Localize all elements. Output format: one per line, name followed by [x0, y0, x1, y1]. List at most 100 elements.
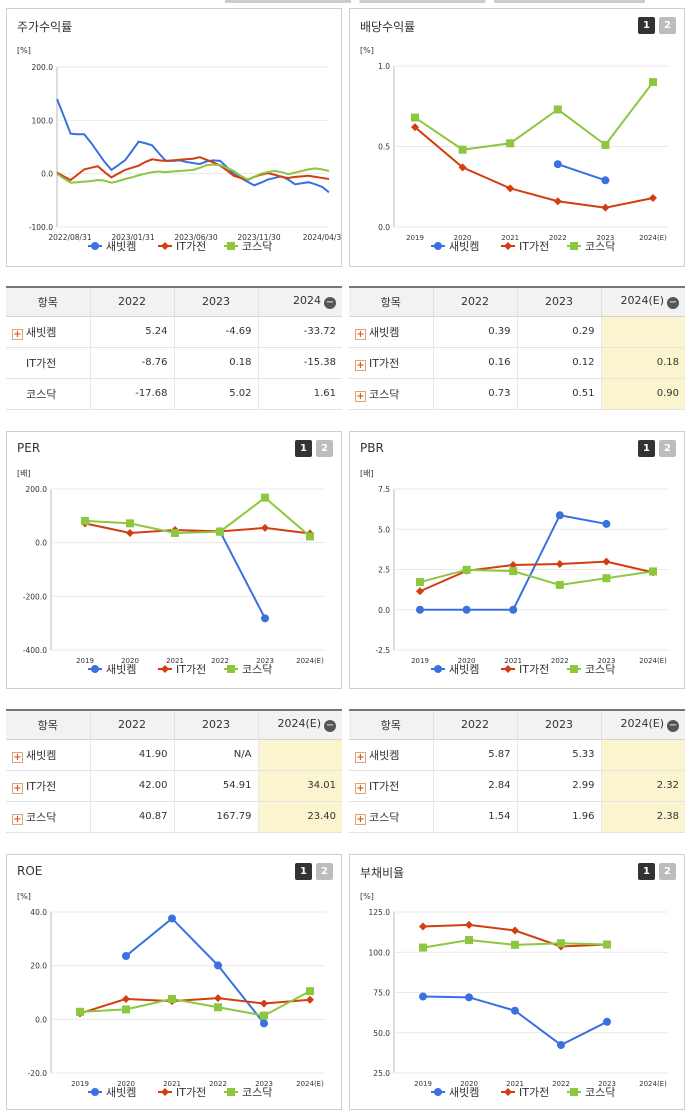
legend-marker: [434, 665, 442, 673]
page-1-button[interactable]: 1: [295, 440, 312, 457]
expand-plus-icon[interactable]: +: [355, 782, 366, 794]
table-cell: [257, 739, 342, 771]
x-tick-label: 2019: [406, 234, 424, 242]
expand-plus-icon[interactable]: +: [355, 813, 366, 825]
data-point-2: [416, 587, 424, 596]
chart-pager: 1 2: [638, 17, 676, 34]
data-point-3: [555, 580, 564, 589]
x-tick-label: 2021: [504, 657, 522, 665]
column-header: 항목: [6, 286, 90, 317]
data-point-1: [465, 993, 473, 1002]
data-point-3: [601, 140, 610, 149]
expand-plus-icon[interactable]: +: [12, 782, 23, 794]
column-header-label: 항목: [37, 295, 58, 309]
data-point-3: [649, 78, 657, 87]
column-header: 2022: [89, 286, 174, 317]
expand-plus-icon[interactable]: +: [12, 813, 23, 825]
page-2-button[interactable]: 2: [659, 863, 676, 880]
series-line-1: [557, 163, 606, 182]
legend-label: IT가전: [176, 240, 206, 253]
table-cell: 0.12: [516, 347, 601, 379]
collapse-minus-icon[interactable]: −: [667, 297, 679, 310]
collapse-minus-icon[interactable]: −: [324, 297, 336, 310]
row-label: 코스닥: [26, 810, 57, 824]
table-header-row: 항목 2022 2023 2024(E) −: [349, 709, 685, 740]
page-1-button[interactable]: 1: [638, 17, 655, 34]
page-1-button[interactable]: 1: [295, 863, 312, 880]
expand-plus-icon[interactable]: +: [355, 328, 366, 340]
data-point-1: [260, 1019, 268, 1028]
legend-label: IT가전: [176, 663, 206, 676]
x-tick-label: 2021: [501, 234, 519, 242]
pbr-panel: PBR 1 2 [배] 7.5 5.0 2.5 0.0 -2.5 2019 2020 2021 2…: [349, 431, 685, 689]
legend-marker: [434, 242, 442, 250]
data-point-3: [168, 994, 176, 1003]
column-header-label: 2022: [461, 295, 489, 309]
x-tick-label: 2024(E): [639, 234, 667, 242]
column-header: 2024(E) −: [600, 709, 685, 740]
data-point-1: [553, 160, 562, 169]
table-cell: 5.87: [432, 739, 517, 771]
data-point-1: [509, 605, 518, 614]
column-header: 2024(E) −: [600, 286, 685, 317]
data-point-2: [601, 203, 610, 212]
data-point-2: [458, 163, 467, 172]
data-point-1: [557, 1040, 565, 1049]
y-tick-label: 1.0: [378, 62, 390, 71]
row-label: IT가전: [369, 779, 400, 793]
data-point-1: [511, 1006, 519, 1015]
table-cell: 2.38: [600, 801, 685, 833]
table-cell: 40.87: [89, 801, 174, 833]
expand-plus-icon[interactable]: +: [355, 359, 366, 371]
collapse-minus-icon[interactable]: −: [324, 720, 336, 733]
panel-title: 배당수익률: [360, 20, 416, 34]
x-tick-label: 2024(E): [296, 1080, 324, 1088]
data-point-3: [419, 943, 427, 952]
series-line-1: [422, 995, 608, 1047]
column-header: 2023: [516, 286, 601, 317]
data-point-1: [168, 914, 176, 923]
table-cell: 0.39: [432, 316, 517, 348]
page-2-button[interactable]: 2: [659, 17, 676, 34]
column-header: 항목: [6, 709, 90, 740]
legend-label: 새빗켐: [106, 1086, 136, 1099]
panel-title: 주가수익률: [17, 20, 73, 34]
data-point-3: [509, 567, 518, 576]
data-point-3: [557, 939, 565, 948]
series-line-1: [125, 917, 265, 1024]
column-header-label: 2023: [202, 295, 230, 309]
collapse-minus-icon[interactable]: −: [667, 720, 679, 733]
expand-plus-icon[interactable]: +: [12, 751, 23, 763]
row-label: 새빗켐: [26, 748, 57, 762]
x-tick-label: 2019: [411, 657, 429, 665]
dividend-yield-table: 항목 2022 2023 2024(E) − + 새빗켐 0.39 0.29 + IT가전 0.16 0…: [349, 286, 685, 410]
expand-plus-icon[interactable]: +: [12, 328, 23, 340]
page-2-button[interactable]: 2: [316, 863, 333, 880]
y-tick-label: 0.0: [35, 539, 47, 548]
x-tick-label: 2019: [414, 1080, 432, 1088]
x-tick-label: 2024(E): [296, 657, 324, 665]
data-point-3: [171, 529, 179, 538]
legend-marker: [161, 242, 169, 250]
stock-return-table: 항목 2022 2023 2024− + 새빗켐 5.24 -4.69 -33.72 IT가전 -8…: [6, 286, 342, 410]
page-2-button[interactable]: 2: [659, 440, 676, 457]
y-tick-label: 20.0: [30, 962, 47, 971]
data-point-1: [416, 605, 424, 614]
table-cell: 34.01: [257, 770, 342, 802]
table-row: + 코스닥 0.73 0.51 0.90: [349, 378, 685, 410]
expand-plus-icon[interactable]: +: [355, 751, 366, 763]
y-unit-label: [%]: [360, 46, 374, 55]
table-cell: 0.18: [173, 347, 258, 379]
page-1-button[interactable]: 1: [638, 440, 655, 457]
column-header: 2023: [516, 709, 601, 740]
page-1-button[interactable]: 1: [638, 863, 655, 880]
data-point-2: [511, 926, 519, 935]
expand-plus-icon[interactable]: +: [355, 390, 366, 402]
x-tick-label: 2022/08/31: [48, 233, 91, 242]
page-2-button[interactable]: 2: [316, 440, 333, 457]
data-point-3: [260, 1011, 268, 1020]
row-label-cell: 코스닥: [6, 378, 90, 410]
x-tick-label: 2021: [163, 1080, 181, 1088]
column-header-label: 2023: [202, 718, 230, 732]
stock-return-panel: 주가수익률 [%] 200.0 100.0 0.0 -100.0 2022/08/31 20…: [6, 8, 342, 267]
